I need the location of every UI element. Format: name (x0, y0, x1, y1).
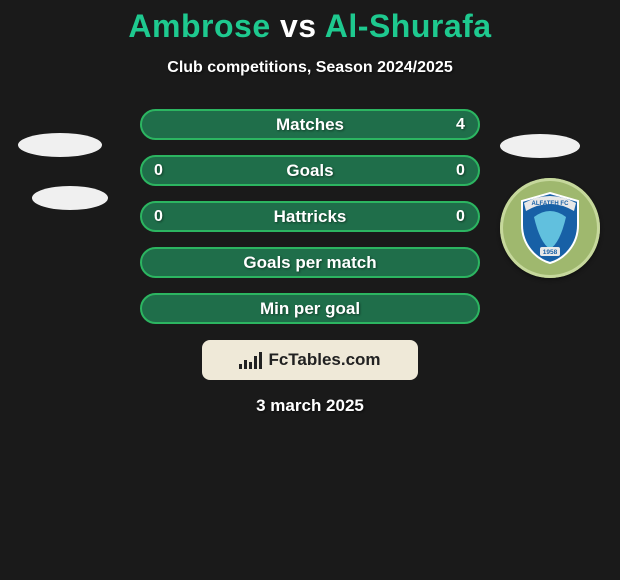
subtitle: Club competitions, Season 2024/2025 (0, 59, 620, 77)
stat-label: Goals (164, 161, 456, 181)
stat-value-right: 4 (456, 116, 466, 134)
decor-ellipse-right (500, 134, 580, 158)
page-title: Ambrose vs Al-Shurafa (0, 8, 620, 45)
stat-label: Hattricks (164, 207, 456, 227)
club-badge-alfateh: ALFATEH FC 1958 (500, 178, 600, 278)
decor-ellipse-left-0 (18, 133, 102, 157)
shield-icon: ALFATEH FC 1958 (518, 191, 582, 265)
watermark: FcTables.com (202, 340, 418, 380)
stat-label: Matches (164, 115, 456, 135)
stat-label: Goals per match (164, 253, 456, 273)
stat-row: 0Goals0 (140, 155, 480, 186)
stat-row: Goals per match (140, 247, 480, 278)
stat-value-left: 0 (154, 162, 164, 180)
decor-ellipse-left-1 (32, 186, 108, 210)
title-player2: Al-Shurafa (325, 8, 492, 44)
title-player1: Ambrose (128, 8, 270, 44)
title-vs: vs (280, 8, 317, 44)
watermark-text: FcTables.com (268, 350, 380, 370)
stat-value-left: 0 (154, 208, 164, 226)
stat-row: Matches4 (140, 109, 480, 140)
stat-value-right: 0 (456, 162, 466, 180)
badge-text-bottom: 1958 (543, 249, 558, 256)
stat-label: Min per goal (164, 299, 456, 319)
date-label: 3 march 2025 (0, 396, 620, 416)
infographic-root: Ambrose vs Al-Shurafa Club competitions,… (0, 8, 620, 416)
bars-icon (239, 351, 262, 369)
stat-value-right: 0 (456, 208, 466, 226)
stat-row: 0Hattricks0 (140, 201, 480, 232)
stat-row: Min per goal (140, 293, 480, 324)
badge-text-top: ALFATEH FC (532, 201, 570, 207)
